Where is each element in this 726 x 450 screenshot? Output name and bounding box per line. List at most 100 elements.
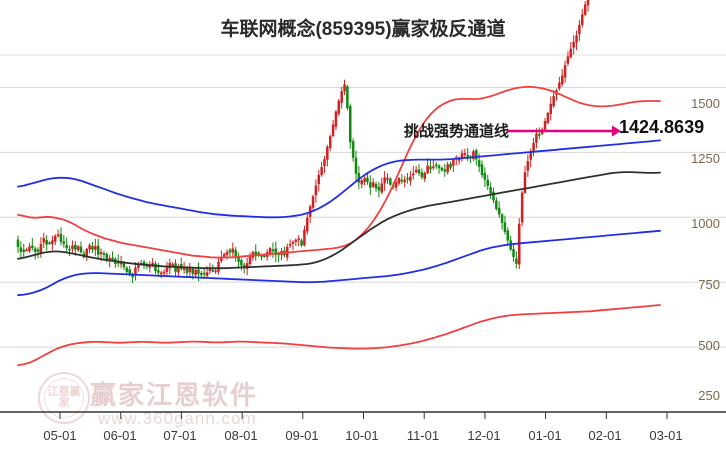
candle-body [33, 248, 37, 253]
watermark-url: www.360gann.com [98, 409, 257, 428]
candle-body [374, 184, 378, 189]
candle-body [532, 142, 535, 152]
candle-body [300, 240, 303, 246]
candle-body [96, 245, 100, 255]
candle-body [581, 14, 584, 25]
y-tick-label: 750 [698, 277, 720, 292]
candle-body [165, 267, 169, 272]
channel-line [17, 171, 661, 270]
candle-body [389, 178, 392, 185]
candle-body [306, 217, 309, 232]
candle-body [515, 258, 518, 264]
candle-body [558, 82, 561, 89]
candle-body [99, 252, 103, 255]
candle-body [31, 245, 34, 249]
candle-body [449, 163, 452, 168]
candle-body [443, 169, 447, 172]
candle-body [257, 252, 260, 255]
x-tick-label: 09-01 [285, 428, 319, 443]
candle-body [346, 86, 349, 109]
candle-body [575, 35, 578, 43]
candle-body [328, 136, 332, 148]
x-tick-label: 10-01 [345, 428, 379, 443]
candle-body [197, 269, 200, 274]
candle-body [572, 41, 575, 48]
candle-body [88, 245, 91, 250]
candle-body [331, 124, 335, 136]
candle-body [56, 234, 60, 237]
candle-body [326, 146, 329, 160]
candle-body [74, 244, 77, 250]
candle-body [274, 248, 278, 256]
candle-body [543, 121, 547, 130]
candle-body [185, 268, 189, 274]
candle-body [122, 263, 126, 268]
candle-body [39, 244, 43, 254]
candle-body [383, 177, 386, 184]
candle-body [19, 247, 23, 252]
candle-body [202, 272, 206, 275]
candle-body [437, 165, 441, 169]
candle-body [222, 253, 226, 258]
candle-body [71, 245, 74, 249]
candle-body [36, 249, 40, 252]
candle-body [28, 246, 31, 251]
candle-body [569, 48, 573, 58]
candle-body [489, 187, 492, 194]
candle-body [297, 238, 300, 241]
candle-body [157, 270, 160, 273]
candle-body [291, 242, 295, 244]
candle-body [105, 253, 109, 260]
candle-body [208, 268, 212, 272]
candle-body [552, 96, 555, 107]
candle-body [79, 246, 83, 253]
candle-body [94, 246, 97, 250]
x-tick-label: 06-01 [103, 428, 137, 443]
candle-body [354, 157, 358, 174]
candle-body [220, 257, 223, 262]
x-tick-label: 12-01 [467, 428, 501, 443]
candle-body [311, 196, 315, 208]
candle-body [162, 271, 166, 274]
candle-body [503, 222, 507, 232]
candle-body [371, 182, 375, 187]
candle-body [506, 230, 510, 241]
candle-body [486, 179, 489, 186]
candle-body [420, 172, 424, 178]
candle-body [409, 176, 412, 182]
candle-body [549, 103, 553, 114]
x-tick-label: 07-01 [163, 428, 197, 443]
y-tick-label: 500 [698, 338, 720, 353]
candle-body [248, 256, 252, 265]
candle-body [91, 246, 94, 250]
candle-body [111, 257, 114, 260]
candle-body [194, 269, 197, 275]
candle-body [366, 177, 369, 183]
candle-body [349, 106, 352, 143]
candle-body [586, 0, 590, 6]
candle-body [151, 263, 154, 265]
candle-body [466, 155, 469, 157]
candle-body [434, 164, 438, 167]
candle-body [214, 270, 217, 273]
candle-body [578, 24, 581, 35]
candle-body [497, 207, 501, 215]
candle-body [48, 242, 51, 245]
candle-body [240, 260, 243, 266]
candle-body [45, 240, 48, 245]
candle-body [125, 267, 129, 272]
candle-body [211, 269, 215, 272]
candle-body [583, 4, 587, 15]
candle-body [225, 251, 229, 255]
candle-body [452, 159, 455, 166]
candle-body [254, 251, 257, 255]
candle-body [231, 248, 235, 253]
candle-body [566, 56, 570, 64]
candle-body [386, 178, 389, 180]
channel-line [17, 139, 661, 219]
candle-body [128, 269, 131, 275]
candle-body [538, 134, 541, 136]
candle-body [483, 173, 487, 180]
candle-body [397, 178, 401, 184]
candle-body [22, 249, 25, 252]
